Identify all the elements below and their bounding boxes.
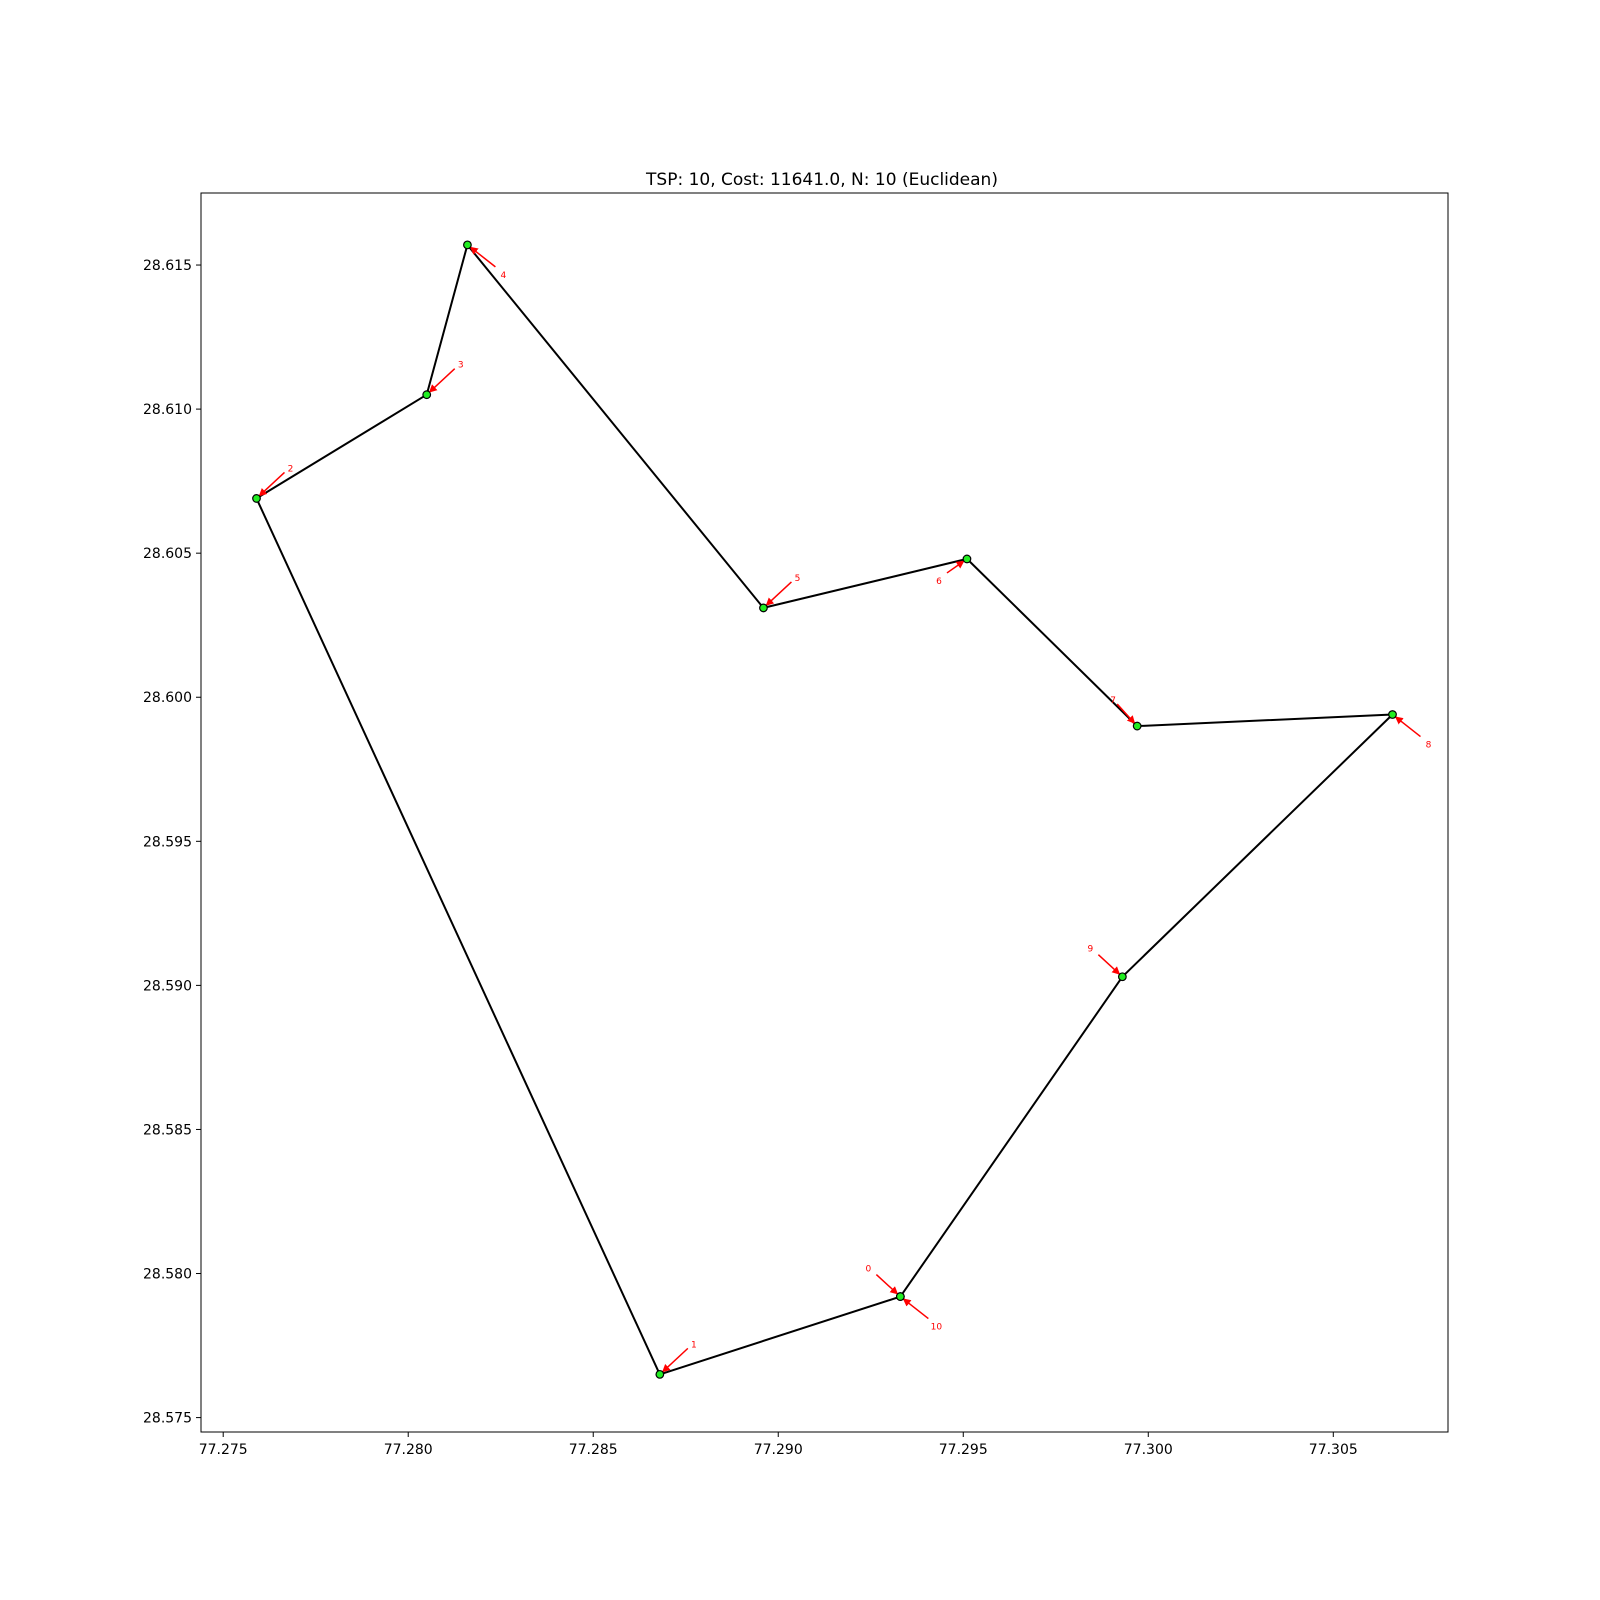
y-tick-label: 28.575: [143, 1411, 192, 1427]
y-tick-label: 28.590: [143, 978, 192, 994]
annotation-arrow: [1098, 955, 1119, 974]
annotation-arrow: [876, 1275, 897, 1294]
node-order-label: 1: [691, 1340, 697, 1350]
annotation-arrow: [904, 1299, 929, 1319]
annotation-arrow: [663, 1348, 688, 1371]
annotation-arrow: [1117, 704, 1134, 723]
city-node: [464, 241, 472, 249]
y-tick-label: 28.585: [143, 1122, 192, 1138]
x-tick-label: 77.290: [754, 1442, 803, 1458]
y-tick-label: 28.600: [143, 690, 192, 706]
x-tick-label: 77.285: [569, 1442, 618, 1458]
node-order-label: 2: [288, 464, 294, 474]
tour-route-line: [257, 245, 1393, 1375]
y-tick-label: 28.605: [143, 546, 192, 562]
annotation-arrow: [1396, 717, 1421, 737]
city-node: [897, 1293, 905, 1301]
node-order-label: 4: [501, 271, 507, 281]
city-node: [1119, 973, 1127, 981]
x-tick-label: 77.300: [1124, 1442, 1173, 1458]
y-tick-label: 28.615: [143, 258, 192, 274]
city-node: [423, 391, 431, 399]
city-node: [1133, 722, 1141, 730]
y-tick-label: 28.580: [143, 1267, 192, 1283]
node-order-label: 0: [865, 1265, 871, 1275]
nodes: [253, 241, 1397, 1378]
route-path: [257, 245, 1393, 1375]
node-order-label: 3: [458, 361, 464, 371]
city-node: [1389, 711, 1397, 719]
node-order-label: 6: [936, 577, 942, 587]
city-node: [253, 495, 261, 503]
city-node: [760, 604, 768, 612]
plot-frame: [201, 193, 1448, 1432]
x-tick-label: 77.295: [939, 1442, 988, 1458]
annotations: 0 1 2 3 4 5 6 7 8 9 10: [259, 247, 1431, 1371]
node-order-label: 7: [1110, 696, 1116, 706]
city-node: [963, 555, 971, 563]
x-tick-label: 77.275: [199, 1442, 248, 1458]
node-order-label: 10: [931, 1323, 943, 1333]
node-order-label: 5: [795, 574, 801, 584]
chart-title: TSP: 10, Cost: 11641.0, N: 10 (Euclidean…: [645, 170, 998, 190]
node-order-label: 8: [1426, 741, 1432, 751]
x-tick-label: 77.280: [384, 1442, 433, 1458]
x-tick-label: 77.305: [1309, 1442, 1358, 1458]
node-order-label: 9: [1088, 945, 1094, 955]
y-tick-label: 28.595: [143, 834, 192, 850]
y-tick-label: 28.610: [143, 402, 192, 418]
axes: 77.275 77.280 77.285 77.290 77.295 77.300 77.3…: [143, 258, 1358, 1458]
city-node: [656, 1371, 664, 1379]
